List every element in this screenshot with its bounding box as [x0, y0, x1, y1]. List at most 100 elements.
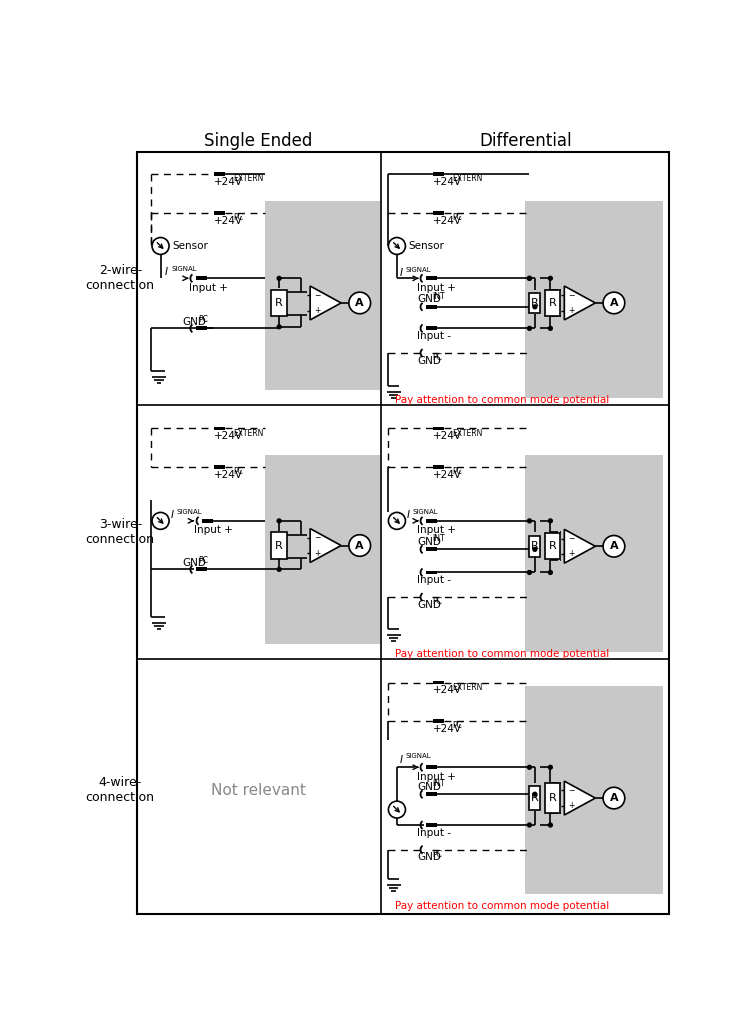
Text: PC: PC [233, 213, 244, 222]
Text: GND: GND [417, 294, 441, 305]
Circle shape [527, 571, 531, 574]
Bar [530, 292, 540, 313]
Text: INT: INT [433, 779, 446, 788]
Text: PC: PC [198, 315, 209, 323]
Text: Input +: Input + [417, 525, 456, 536]
Text: 4-wire-
connection: 4-wire- connection [86, 776, 155, 804]
Circle shape [527, 277, 531, 281]
Text: 3-wire-
connection: 3-wire- connection [86, 518, 155, 546]
Text: 2-wire-
connection: 2-wire- connection [86, 264, 155, 292]
Text: I: I [171, 511, 174, 520]
Text: R: R [275, 298, 283, 308]
Bar [530, 536, 540, 556]
Bar [203, 519, 213, 523]
Bar [196, 326, 207, 330]
Circle shape [603, 536, 625, 557]
Bar [271, 533, 287, 558]
Text: I: I [165, 267, 168, 278]
Text: R: R [531, 541, 539, 551]
Circle shape [277, 568, 281, 571]
Text: GND: GND [417, 853, 441, 862]
Circle shape [548, 823, 552, 827]
Bar [214, 427, 225, 430]
Circle shape [388, 513, 405, 529]
Text: Sensor: Sensor [172, 241, 208, 251]
Text: R: R [549, 541, 557, 551]
Bar [434, 719, 444, 723]
Text: PC: PC [433, 353, 443, 363]
Text: SIGNAL: SIGNAL [171, 266, 197, 272]
Text: R: R [549, 794, 557, 803]
Bar [426, 793, 437, 796]
Circle shape [388, 801, 405, 818]
Circle shape [548, 766, 552, 769]
Text: A: A [609, 298, 618, 308]
Text: EXTERN: EXTERN [452, 683, 482, 692]
Text: Input +: Input + [417, 772, 456, 781]
Circle shape [603, 787, 625, 809]
Circle shape [527, 519, 531, 523]
Text: +24V: +24V [433, 469, 462, 480]
Text: Differential: Differential [479, 133, 572, 150]
Text: A: A [609, 541, 618, 551]
Bar [524, 687, 663, 894]
Text: GND: GND [417, 537, 441, 547]
Bar [545, 534, 560, 559]
Text: EXTERN: EXTERN [452, 429, 482, 437]
Text: R: R [531, 298, 539, 308]
Polygon shape [564, 529, 595, 564]
Text: GND: GND [417, 600, 441, 610]
Text: R: R [549, 298, 557, 308]
Bar [426, 277, 437, 281]
Text: +24V: +24V [214, 177, 243, 188]
Circle shape [603, 292, 625, 314]
Text: PC: PC [433, 597, 443, 606]
Circle shape [548, 519, 552, 523]
Circle shape [527, 766, 531, 769]
Bar [426, 326, 437, 330]
Bar [265, 201, 380, 390]
Text: I: I [406, 511, 409, 520]
Circle shape [533, 305, 537, 309]
Circle shape [533, 547, 537, 551]
Bar [426, 823, 437, 827]
Text: Sensor: Sensor [408, 241, 445, 251]
Text: EXTERN: EXTERN [233, 429, 264, 437]
Polygon shape [310, 286, 341, 320]
Circle shape [349, 535, 370, 556]
Text: INT: INT [433, 291, 446, 300]
Text: R: R [531, 794, 539, 803]
Circle shape [152, 237, 169, 255]
Text: +24V: +24V [433, 685, 462, 695]
Polygon shape [564, 781, 595, 815]
Bar [214, 465, 225, 469]
Text: EXTERN: EXTERN [233, 174, 264, 183]
Text: −: − [568, 786, 574, 795]
Text: Input -: Input - [417, 828, 451, 838]
Circle shape [277, 325, 281, 328]
Text: +24V: +24V [214, 215, 243, 226]
Bar [214, 211, 225, 214]
Bar [426, 571, 437, 574]
Text: SIGNAL: SIGNAL [405, 753, 431, 759]
Text: Pay attention to common mode potential: Pay attention to common mode potential [396, 901, 609, 911]
Circle shape [527, 277, 531, 281]
Text: I: I [399, 268, 402, 278]
Bar [434, 172, 444, 176]
Text: +: + [568, 306, 574, 315]
Text: I: I [399, 754, 402, 765]
Text: +24V: +24V [433, 724, 462, 733]
Text: PC: PC [452, 721, 462, 730]
Text: Input -: Input - [417, 332, 451, 341]
Text: −: − [314, 291, 320, 299]
Bar [524, 201, 663, 398]
Circle shape [152, 513, 169, 529]
Text: R: R [275, 541, 283, 550]
Bar [196, 568, 207, 571]
Text: EXTERN: EXTERN [452, 174, 482, 183]
Text: Input -: Input - [417, 575, 451, 585]
Text: Not relevant: Not relevant [211, 783, 305, 798]
Polygon shape [564, 286, 595, 320]
Circle shape [533, 793, 537, 796]
Text: +24V: +24V [433, 215, 462, 226]
